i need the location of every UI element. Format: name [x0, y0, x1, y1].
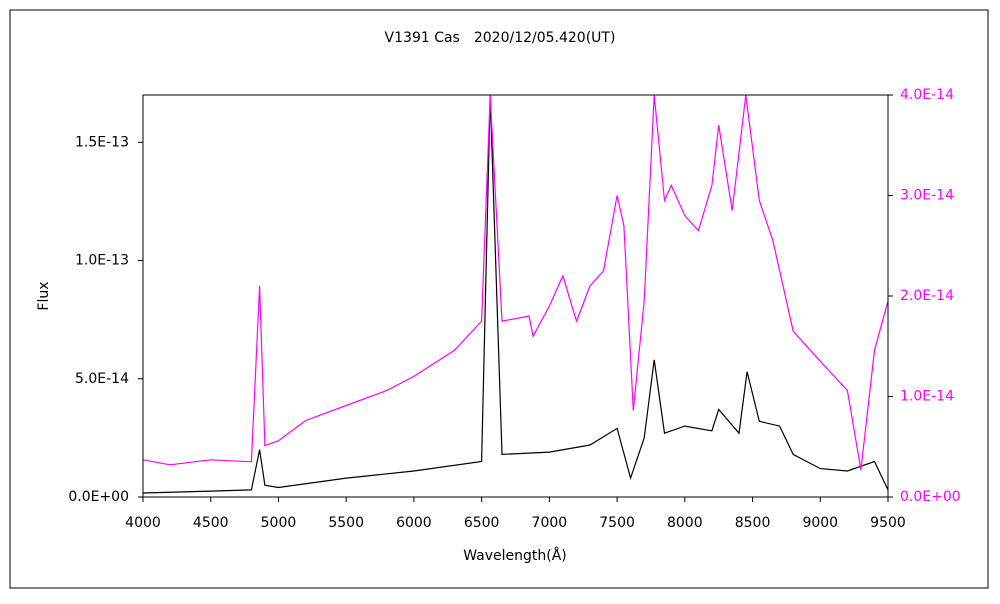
y-tick-label: 1.0E-13 [75, 253, 129, 269]
x-tick-label: 4000 [125, 515, 161, 531]
y-tick-label: 1.5E-13 [75, 134, 129, 150]
x-tick-label: 8000 [667, 515, 703, 531]
x-tick-label: 4500 [193, 515, 229, 531]
y2-tick-label: 0.0E+00 [900, 489, 961, 505]
chart-title: V1391 Cas 2020/12/05.420(UT) [385, 30, 616, 46]
y-tick-label: 5.0E-14 [75, 371, 129, 387]
x-tick-label: 5500 [328, 515, 364, 531]
x-tick-label: 9500 [870, 515, 906, 531]
y2-tick-label: 2.0E-14 [900, 288, 954, 304]
spectrum-line [143, 95, 888, 471]
y2-tick-label: 1.0E-14 [900, 389, 954, 405]
y-axis-label: Flux [36, 281, 52, 310]
y2-tick-label: 3.0E-14 [900, 188, 954, 204]
x-axis-label: Wavelength(Å) [463, 547, 567, 564]
x-tick-label: 6000 [396, 515, 432, 531]
spectrum-line [143, 95, 888, 494]
y-tick-label: 0.0E+00 [68, 489, 129, 505]
x-tick-label: 7000 [532, 515, 568, 531]
x-tick-label: 9000 [802, 515, 838, 531]
x-tick-label: 7500 [599, 515, 635, 531]
frame [9, 9, 989, 589]
x-tick-label: 6500 [464, 515, 500, 531]
y2-tick-label: 4.0E-14 [900, 87, 954, 103]
x-tick-label: 5000 [261, 515, 297, 531]
x-tick-label: 8500 [735, 515, 771, 531]
